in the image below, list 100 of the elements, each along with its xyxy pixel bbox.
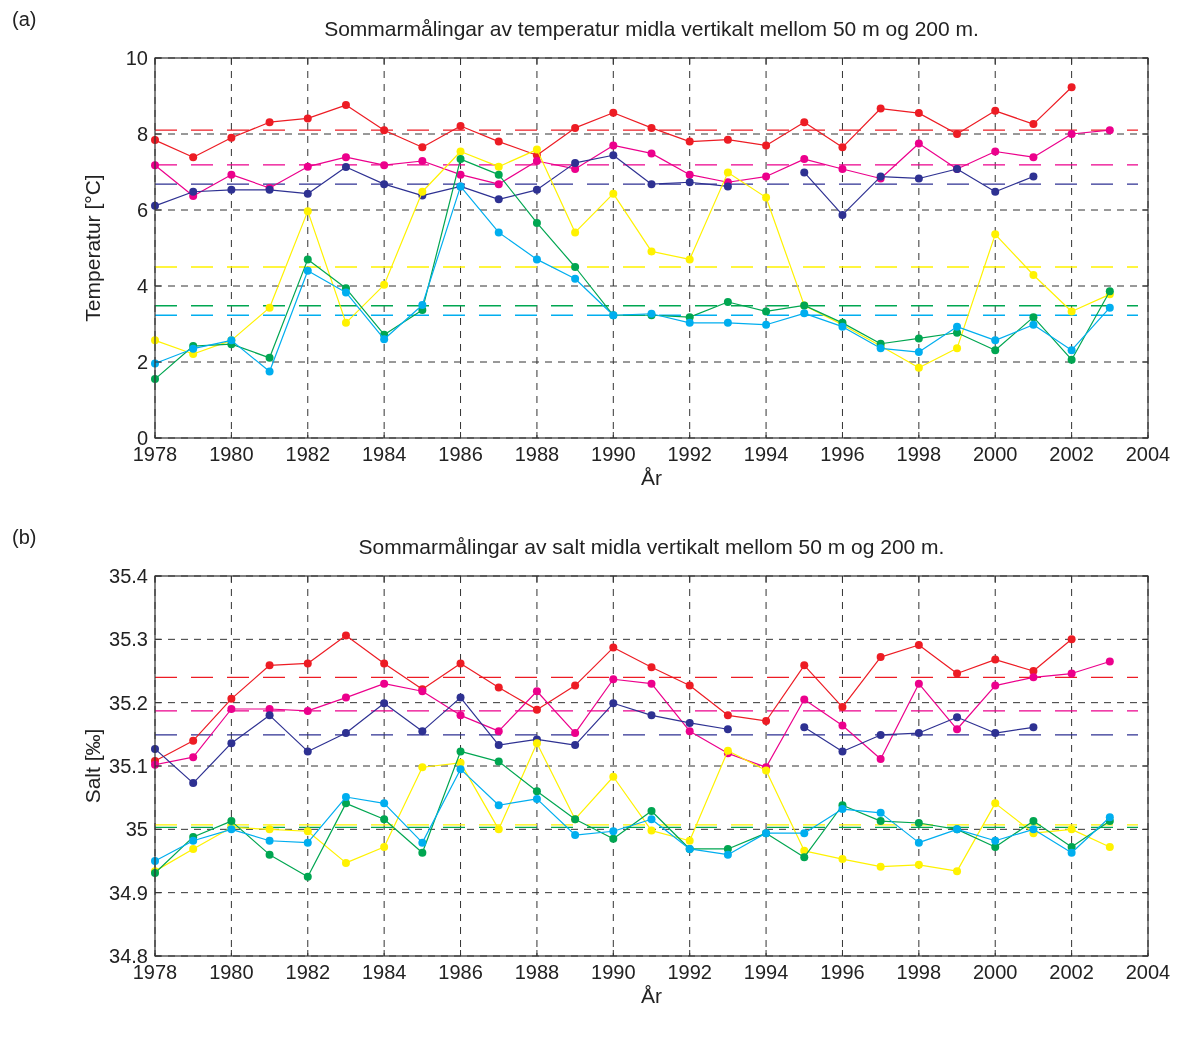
point xyxy=(838,805,847,814)
point xyxy=(1105,813,1114,822)
x-tick-label: 1990 xyxy=(591,443,636,465)
point xyxy=(991,346,1000,355)
y-tick-label: 35 xyxy=(125,818,148,841)
point xyxy=(838,703,847,712)
point xyxy=(1067,130,1076,138)
point xyxy=(494,180,503,189)
point xyxy=(800,309,809,318)
point xyxy=(1105,303,1114,312)
point xyxy=(227,185,236,194)
point xyxy=(762,141,771,150)
point xyxy=(800,155,809,164)
x-tick-label: 1984 xyxy=(361,443,407,465)
point xyxy=(532,787,541,796)
point xyxy=(685,170,694,179)
point xyxy=(265,825,274,834)
text: (b) xyxy=(12,526,37,548)
x-tick-label: 1994 xyxy=(743,961,789,983)
point xyxy=(991,799,1000,808)
point xyxy=(532,739,541,748)
point xyxy=(1067,848,1076,857)
point xyxy=(685,681,694,690)
point xyxy=(456,122,465,131)
point xyxy=(418,763,427,772)
point xyxy=(571,741,580,750)
point xyxy=(227,694,236,703)
point xyxy=(189,779,198,788)
x-tick-label: 1982 xyxy=(285,961,331,983)
point xyxy=(838,721,847,730)
point xyxy=(341,729,350,738)
point xyxy=(532,185,541,194)
x-tick-label: 1986 xyxy=(438,443,483,465)
point xyxy=(609,189,618,198)
point xyxy=(1105,657,1114,666)
point xyxy=(418,838,427,847)
point xyxy=(647,806,656,815)
point xyxy=(494,683,503,692)
point xyxy=(456,765,465,774)
point xyxy=(456,147,465,156)
point xyxy=(685,718,694,727)
x-tick-label: 2004 xyxy=(1125,961,1171,983)
point xyxy=(494,727,503,736)
y-tick-label: 2 xyxy=(136,351,148,373)
point xyxy=(685,255,694,264)
point xyxy=(876,817,885,826)
point xyxy=(1029,313,1038,322)
point xyxy=(227,133,236,142)
point xyxy=(876,808,885,817)
point xyxy=(723,318,732,327)
point xyxy=(341,288,350,297)
point xyxy=(1067,346,1076,355)
point xyxy=(609,699,618,708)
point xyxy=(914,729,923,738)
y-tick-label: 35.4 xyxy=(109,565,148,587)
x-tick-label: 1994 xyxy=(743,443,789,465)
point xyxy=(991,836,1000,845)
point xyxy=(1029,120,1038,129)
point xyxy=(227,817,236,826)
point xyxy=(189,736,198,745)
point xyxy=(609,141,618,150)
point xyxy=(189,844,198,853)
point xyxy=(723,850,732,859)
point xyxy=(609,643,618,652)
point xyxy=(685,178,694,187)
point xyxy=(685,836,694,845)
point xyxy=(991,336,1000,345)
point xyxy=(532,705,541,714)
y-tick-label: 10 xyxy=(125,47,148,69)
point xyxy=(762,320,771,329)
x-tick-label: 2002 xyxy=(1049,961,1094,983)
point xyxy=(418,727,427,736)
point xyxy=(647,826,656,835)
point xyxy=(1029,172,1038,181)
point xyxy=(303,706,312,715)
point xyxy=(647,663,656,672)
point xyxy=(609,772,618,781)
point xyxy=(456,693,465,702)
point xyxy=(1067,669,1076,678)
point xyxy=(609,834,618,843)
point xyxy=(647,180,656,189)
point xyxy=(380,280,389,289)
point xyxy=(571,228,580,237)
point xyxy=(494,195,503,204)
point xyxy=(800,168,809,177)
point xyxy=(800,695,809,704)
point xyxy=(647,247,656,256)
point xyxy=(456,659,465,668)
point xyxy=(418,848,427,857)
point xyxy=(723,182,732,191)
x-tick-label: 1992 xyxy=(667,961,712,983)
point xyxy=(914,174,923,183)
point xyxy=(418,156,427,165)
point xyxy=(380,815,389,824)
point xyxy=(1105,126,1114,135)
point xyxy=(953,713,962,722)
point xyxy=(914,139,923,148)
point xyxy=(303,838,312,847)
x-tick-label: 1996 xyxy=(820,961,865,983)
x-tick-label: 1988 xyxy=(514,961,560,983)
